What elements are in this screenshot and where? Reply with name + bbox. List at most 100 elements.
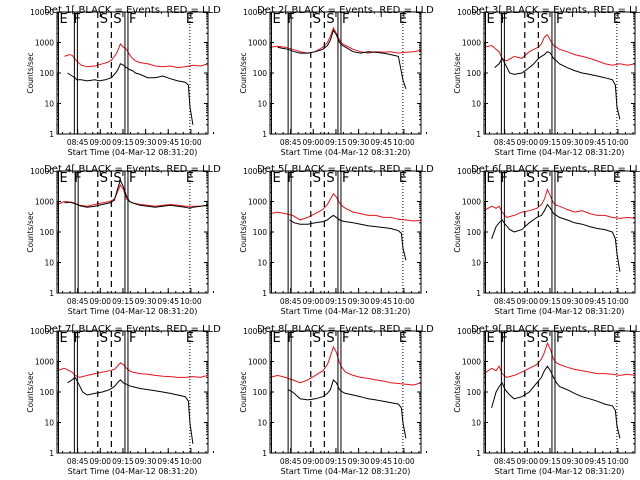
x-tick-label: 09:30 <box>562 138 584 147</box>
y-tick-label: 1 <box>49 449 54 458</box>
y-axis-label: Counts/sec <box>239 371 248 412</box>
x-tick-label: 09:30 <box>135 297 157 306</box>
plot-frame <box>269 170 422 294</box>
marker-label-e-start: E <box>60 171 68 186</box>
y-tick-label: 10 <box>471 100 481 109</box>
x-axis-label: Start Time (04-Mar-12 08:31:20) <box>495 307 625 316</box>
marker-label-e-end: E <box>399 331 407 346</box>
y-axis-label: Counts/sec <box>239 211 248 252</box>
y-tick-label: 10 <box>44 100 54 109</box>
x-tick-label: 10:00 <box>607 297 629 306</box>
marker-label-s1: S <box>527 331 535 346</box>
x-tick-label: 08:45 <box>67 457 89 466</box>
y-axis-label: Counts/sec <box>453 371 462 412</box>
y-tick-label: 10 <box>471 419 481 428</box>
y-axis-label: Counts/sec <box>453 211 462 252</box>
y-tick-label: 100 <box>467 69 482 78</box>
x-tick-label: 09:00 <box>89 138 111 147</box>
x-tick-label: 08:45 <box>494 457 516 466</box>
y-tick-label: 100 <box>467 388 482 397</box>
marker-label-sf: F <box>342 12 349 27</box>
x-tick-label: 10:00 <box>393 297 415 306</box>
marker-label-e-start: E <box>60 331 68 346</box>
x-tick-label: 08:45 <box>280 297 302 306</box>
x-axis-label: Start Time (04-Mar-12 08:31:20) <box>68 467 198 476</box>
y-axis-label: Counts/sec <box>26 211 35 252</box>
marker-label-f: F <box>73 12 80 27</box>
x-axis-label: Start Time (04-Mar-12 08:31:20) <box>281 467 411 476</box>
y-tick-label: 10000 <box>457 327 481 336</box>
events-series-line <box>67 376 194 444</box>
lld-series-line <box>270 192 421 222</box>
x-tick-label: 10:00 <box>180 297 202 306</box>
y-axis-label: Counts/sec <box>453 52 462 93</box>
marker-label-e-end: E <box>186 331 194 346</box>
marker-label-s2: S <box>326 171 334 186</box>
marker-label-e-start: E <box>273 331 281 346</box>
y-tick-label: 1000 <box>248 39 267 48</box>
panel-title: Det 7[ BLACK = Events, RED = LLD <box>44 324 221 335</box>
x-tick-label: 09:30 <box>348 457 370 466</box>
x-tick-label: 09:15 <box>325 457 347 466</box>
marker-label-s2: S <box>113 12 121 27</box>
plot-frame <box>56 330 209 454</box>
marker-label-sf: F <box>342 331 349 346</box>
x-tick-label: 09:45 <box>157 457 179 466</box>
x-tick-label: 09:15 <box>112 138 134 147</box>
x-tick-label: 09:45 <box>584 138 606 147</box>
marker-label-sf: F <box>556 171 563 186</box>
marker-label-f: F <box>500 171 507 186</box>
y-tick-label: 10000 <box>457 167 481 176</box>
x-tick-label: 09:00 <box>516 297 538 306</box>
x-tick-label: 09:30 <box>348 297 370 306</box>
marker-label-e-start: E <box>273 12 281 27</box>
marker-label-s1: S <box>313 171 321 186</box>
lld-series-line <box>57 362 208 378</box>
lld-series-line <box>270 26 421 54</box>
y-tick-label: 10 <box>257 259 267 268</box>
y-tick-label: 10000 <box>243 8 267 17</box>
marker-label-f: F <box>287 171 294 186</box>
x-tick-label: 09:45 <box>157 138 179 147</box>
marker-label-e-start: E <box>487 12 495 27</box>
events-series-line <box>289 214 407 261</box>
events-series-line <box>287 378 407 439</box>
y-tick-label: 1 <box>49 130 54 139</box>
marker-label-e-start: E <box>487 171 495 186</box>
marker-label-s2: S <box>540 171 548 186</box>
x-tick-label: 10:00 <box>607 457 629 466</box>
marker-label-f: F <box>74 171 81 186</box>
marker-label-s1: S <box>313 12 321 27</box>
lld-series-line <box>484 341 635 378</box>
panel-title: Det 6[ BLACK = Events, RED = LLD <box>471 164 640 175</box>
x-tick-label: 08:45 <box>67 297 89 306</box>
lld-series-line <box>57 183 208 207</box>
marker-label-sf: F <box>342 171 349 186</box>
marker-label-sf: F <box>129 12 136 27</box>
marker-label-s1: S <box>527 171 535 186</box>
marker-label-s2: S <box>326 331 334 346</box>
x-tick-label: 08:45 <box>494 297 516 306</box>
y-axis-label: Counts/sec <box>239 52 248 93</box>
events-series-line <box>494 51 621 120</box>
x-axis-label: Start Time (04-Mar-12 08:31:20) <box>495 467 625 476</box>
y-tick-label: 1000 <box>35 358 54 367</box>
y-tick-label: 1000 <box>462 358 481 367</box>
y-tick-label: 1 <box>476 130 481 139</box>
x-tick-label: 09:00 <box>302 297 324 306</box>
y-tick-label: 1000 <box>35 39 54 48</box>
marker-label-sf: F <box>556 12 563 27</box>
y-tick-label: 10 <box>44 419 54 428</box>
x-tick-label: 10:00 <box>180 138 202 147</box>
lld-series-line <box>64 42 208 69</box>
marker-label-e-end: E <box>399 171 407 186</box>
panel-title: Det 4[ BLACK = Events, RED = LLD <box>44 164 221 175</box>
x-tick-label: 08:45 <box>280 457 302 466</box>
